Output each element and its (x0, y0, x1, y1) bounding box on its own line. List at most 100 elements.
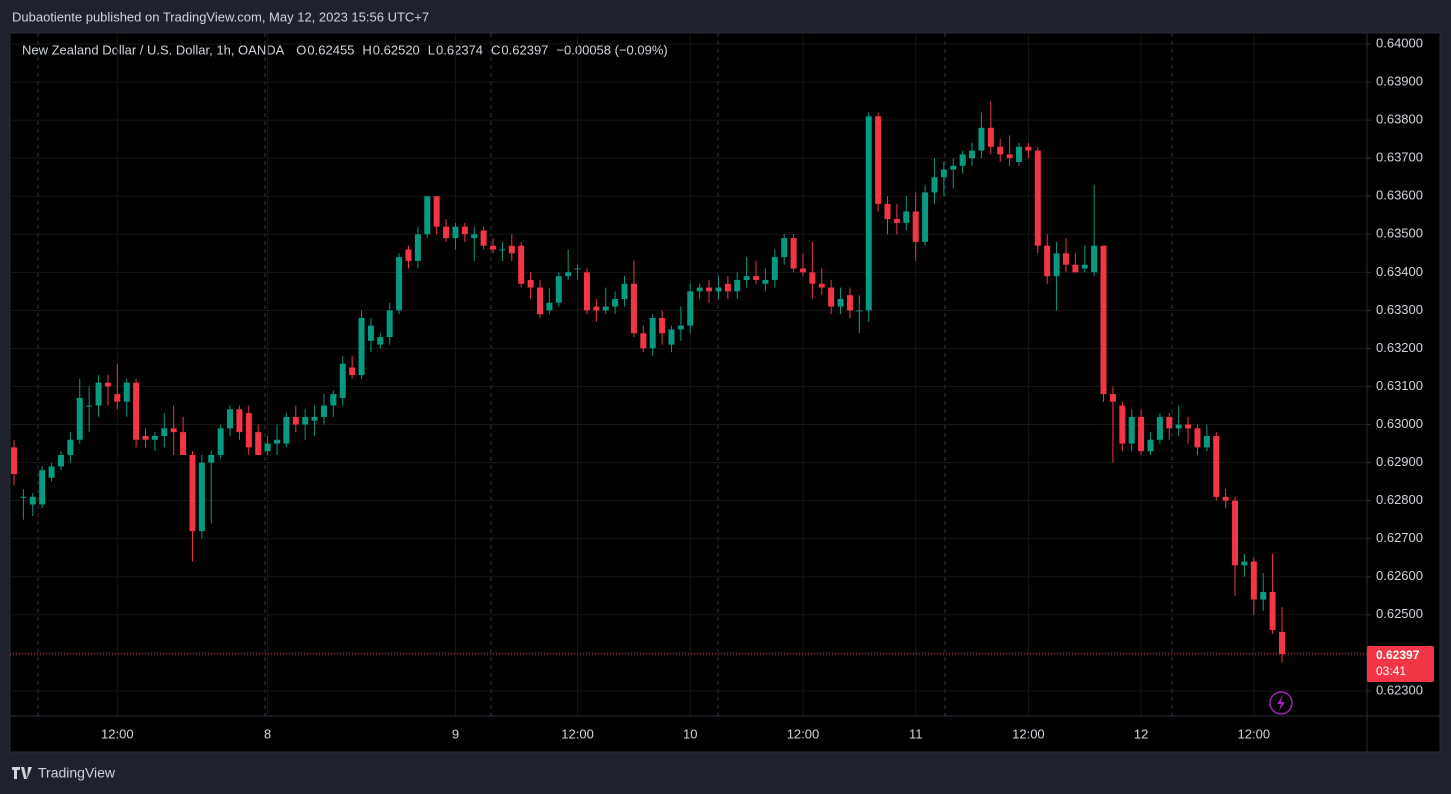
candle-body (386, 310, 393, 338)
y-tick-label: 0.63600 (1376, 188, 1423, 203)
legend-value: 0.62374 (436, 42, 483, 57)
candle-body (1185, 424, 1192, 429)
candle-body (227, 409, 234, 429)
candle-body (856, 310, 863, 312)
legend-value: 0.62455 (307, 42, 354, 57)
candle-body (1034, 150, 1041, 246)
candle-body (236, 409, 243, 433)
symbol: New Zealand Dollar / U.S. Dollar, 1h, OA… (22, 42, 285, 57)
candle-body (1241, 561, 1248, 566)
candle-body (1147, 439, 1154, 452)
candle-body (217, 428, 224, 455)
candle-body (875, 116, 882, 204)
candle-body (734, 279, 741, 292)
candle-body (452, 226, 459, 239)
candle-body (527, 279, 534, 288)
legend-key: L (428, 42, 435, 57)
candle-body (762, 279, 769, 284)
candle-body (978, 127, 985, 151)
candle-body (1175, 424, 1182, 429)
y-tick-label: 0.62300 (1376, 682, 1423, 697)
candle-body (396, 257, 403, 311)
legend-value: 0.62397 (501, 42, 548, 57)
candle-body (1194, 428, 1201, 448)
last-price-tag: 0.62397 03:41 (1367, 645, 1434, 682)
candle-body (471, 234, 478, 239)
candle-body (1091, 245, 1098, 273)
candle-body (29, 496, 36, 505)
candle-body (161, 428, 168, 436)
candle-body (1016, 146, 1023, 162)
x-tick-label: 11 (909, 726, 923, 741)
candle-body (189, 454, 196, 532)
y-tick-label: 0.62800 (1376, 492, 1423, 507)
candle-body (1260, 591, 1267, 600)
candle-body (48, 466, 55, 478)
candle-body (1128, 416, 1135, 444)
candle-body (922, 192, 929, 242)
candle-body (1269, 591, 1276, 631)
candle-body (208, 454, 215, 463)
candle-body (114, 394, 121, 402)
chart-border (9, 32, 1441, 753)
candle-body (1232, 500, 1239, 566)
price-axis: 0.623000.624000.625000.626000.627000.628… (1367, 35, 1423, 697)
candle-body (1119, 405, 1126, 444)
candle-body (640, 333, 647, 349)
candle-body (724, 283, 731, 292)
candle-body (508, 245, 515, 254)
y-tick-label: 0.62500 (1376, 606, 1423, 621)
candle-body (1006, 154, 1013, 159)
y-tick-label: 0.63300 (1376, 302, 1423, 317)
session-breaks (37, 33, 1173, 716)
candle-body (1100, 245, 1107, 395)
candle-body (302, 416, 309, 425)
candle-body (11, 447, 17, 475)
candle-body (86, 405, 93, 407)
x-tick-label: 8 (264, 726, 271, 741)
x-tick-label: 12:00 (1012, 726, 1045, 741)
candle-body (1222, 496, 1229, 501)
candle-body (987, 127, 994, 147)
candle-body (1156, 416, 1163, 440)
candle-body (264, 443, 271, 452)
candle-body (142, 435, 149, 440)
candle-body (283, 416, 290, 444)
brand-logo (12, 767, 32, 779)
candle-body (123, 382, 130, 402)
candle-body (659, 317, 666, 334)
candle-body (461, 226, 468, 235)
candle-body (790, 238, 797, 269)
candle-body (837, 298, 844, 307)
candle-body (273, 439, 280, 444)
price-tag-box (1367, 645, 1434, 682)
lightning-icon[interactable] (1269, 691, 1293, 715)
candle-body (602, 306, 609, 311)
y-tick-label: 0.63800 (1376, 112, 1423, 127)
x-tick-label: 10 (683, 726, 697, 741)
candle-body (133, 382, 140, 440)
y-tick-label: 0.62600 (1376, 568, 1423, 583)
candle-body (630, 283, 637, 334)
candle-body (931, 177, 938, 193)
publisher-line: Dubaotiente published on TradingView.com… (12, 9, 429, 24)
candle-body (1053, 253, 1060, 277)
candle-body (555, 276, 562, 303)
x-tick-label: 12:00 (561, 726, 594, 741)
candle-body (57, 454, 64, 467)
y-tick-label: 0.63700 (1376, 150, 1423, 165)
candle-body (1025, 146, 1032, 151)
candle-body (424, 196, 431, 235)
x-tick-label: 9 (452, 726, 459, 741)
candle-body (405, 249, 412, 261)
legend-value: 0.62520 (373, 42, 420, 57)
candle-body (969, 150, 976, 159)
candle-body (414, 234, 421, 261)
y-tick-label: 0.63100 (1376, 378, 1423, 393)
legend-key: C (491, 42, 500, 57)
candle-body (1203, 435, 1210, 448)
candle-body (743, 276, 750, 280)
time-axis-background (10, 716, 1440, 752)
y-tick-label: 0.63900 (1376, 74, 1423, 89)
candle-body (1279, 631, 1285, 654)
